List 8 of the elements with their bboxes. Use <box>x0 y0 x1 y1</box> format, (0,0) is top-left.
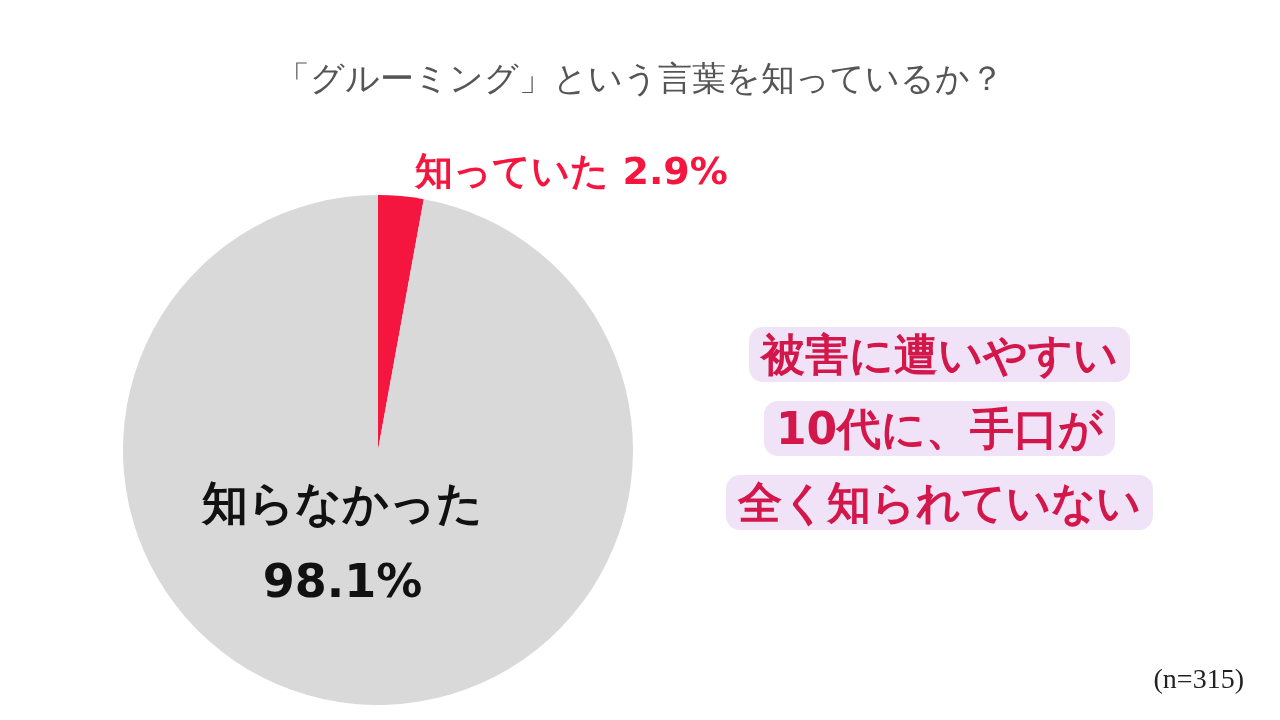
slice-label: 知っていた 2.9% <box>414 148 728 193</box>
pie-slice <box>123 195 633 705</box>
text: (n=315) <box>1153 663 1244 695</box>
data-label: 98.1% <box>262 554 423 609</box>
chart-title: 「グルーミング」という言葉を知っているか？ <box>275 57 1005 100</box>
pie-slice <box>378 195 424 450</box>
slice-label: 知らなかった <box>201 476 484 531</box>
text: 被害に遭いやすい10代に、手口が全く知られていない <box>737 328 1142 530</box>
